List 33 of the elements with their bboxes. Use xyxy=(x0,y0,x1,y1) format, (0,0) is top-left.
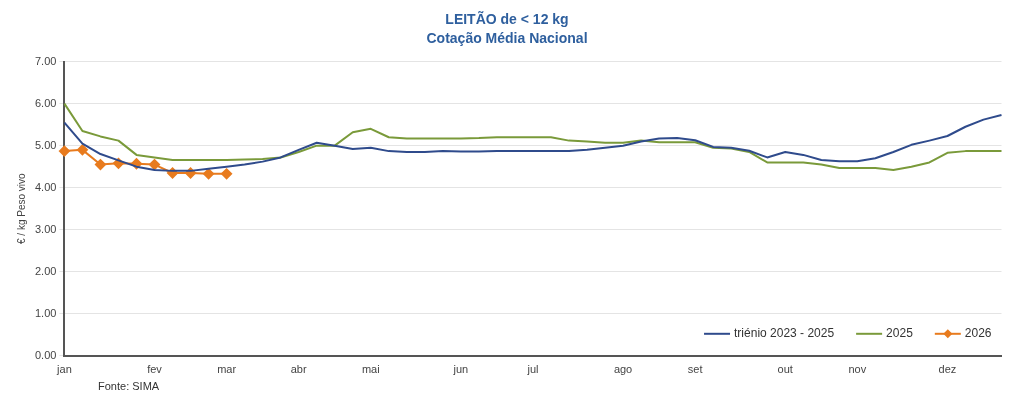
x-tick-label: mar xyxy=(217,363,237,376)
chart-subtitle: Cotação Média Nacional xyxy=(426,30,588,47)
chart-title: LEITÃO de < 12 kg xyxy=(445,10,569,28)
point xyxy=(94,159,106,171)
y-tick-label: 2.00 xyxy=(34,264,57,277)
y-tick-label: 7.00 xyxy=(34,54,57,67)
x-tick-label: dez xyxy=(938,363,957,376)
y-tick-label: 5.00 xyxy=(34,138,57,151)
x-tick-label: nov xyxy=(848,363,867,376)
x-tick-label: out xyxy=(777,363,793,376)
x-tick-label: ago xyxy=(613,363,633,376)
y-tick-label: 3.00 xyxy=(34,222,57,235)
legend-label: 2025 xyxy=(886,326,914,341)
x-tick-label: jul xyxy=(526,363,539,376)
y-tick-label: 1.00 xyxy=(34,306,57,319)
x-tick-label: jun xyxy=(452,363,469,376)
point xyxy=(221,168,233,180)
y-tick-label: 0.00 xyxy=(34,348,57,361)
x-tick-label: jan xyxy=(56,363,72,376)
point xyxy=(203,168,215,180)
y-tick-label: 6.00 xyxy=(34,96,57,109)
point xyxy=(76,144,88,156)
x-tick-label: abr xyxy=(290,363,307,376)
x-tick-label: fev xyxy=(147,363,163,376)
point xyxy=(58,145,70,157)
point xyxy=(149,159,161,171)
source-note: Fonte: SIMA xyxy=(98,380,161,392)
y-tick-label: 4.00 xyxy=(34,180,57,193)
y-axis-title: € / kg Peso vivo xyxy=(15,172,27,244)
legend-label: 2026 xyxy=(964,326,992,341)
x-tick-label: set xyxy=(687,363,703,376)
legend-label: triénio 2023 - 2025 xyxy=(734,326,835,341)
x-tick-label: mai xyxy=(361,363,380,376)
